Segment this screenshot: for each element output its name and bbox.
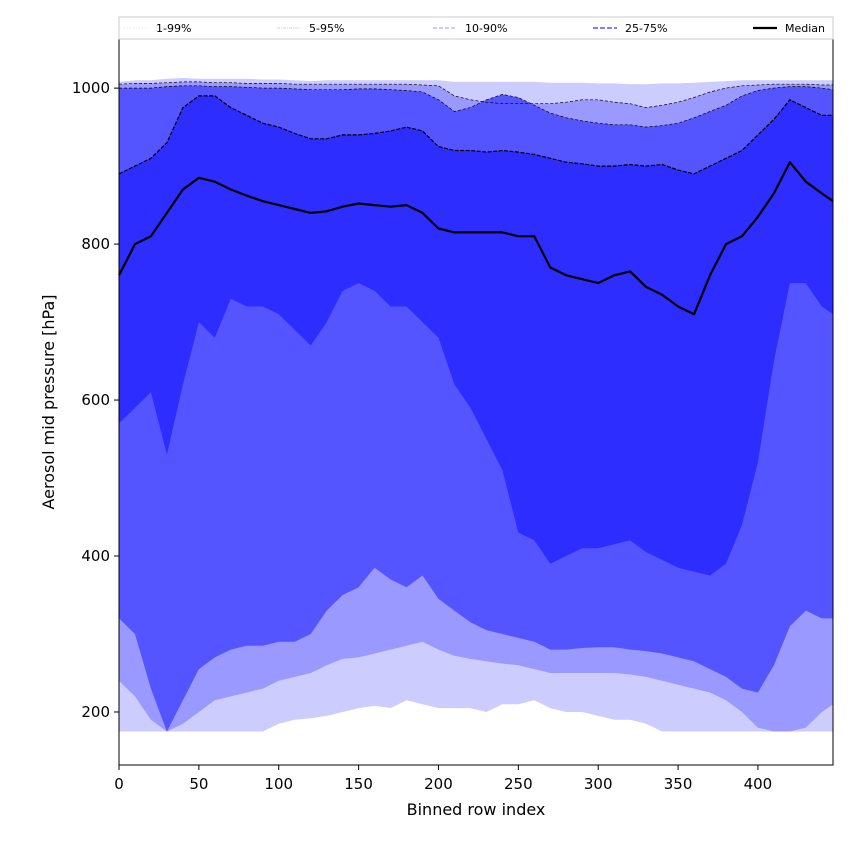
x-tick-label: 0 xyxy=(114,775,124,793)
x-axis: 0 50 100 150 200 250 300 350 400 xyxy=(114,765,772,793)
band-25-to-75-pct-upper-edge xyxy=(118,95,833,175)
x-tick-label: 150 xyxy=(344,775,373,793)
y-tick-label: 400 xyxy=(81,547,110,565)
band-25-to-75-pct xyxy=(119,95,833,576)
y-axis: 200 400 600 800 1000 xyxy=(72,79,119,721)
percentile-bands xyxy=(119,78,833,732)
median-layer xyxy=(118,161,834,316)
legend-label: Median xyxy=(785,22,825,35)
legend-box xyxy=(118,16,834,40)
y-tick-label: 1000 xyxy=(72,79,110,97)
x-tick-label: 250 xyxy=(504,775,533,793)
y-axis-label: Aerosol mid pressure [hPa] xyxy=(39,294,58,509)
band-10-to-90-pct-upper-edge xyxy=(119,85,834,128)
x-tick-label: 300 xyxy=(584,775,613,793)
x-tick-label: 50 xyxy=(189,775,208,793)
y-tick-label: 200 xyxy=(81,703,110,721)
band-edge-lines xyxy=(118,81,834,175)
x-tick-label: 400 xyxy=(744,775,773,793)
x-axis-label: Binned row index xyxy=(407,800,546,819)
x-tick-label: 100 xyxy=(264,775,293,793)
y-tick-label: 600 xyxy=(81,391,110,409)
legend-label: 5-95% xyxy=(309,22,344,35)
legend: 1-99% 5-95% 10-90% 25-75% Median xyxy=(118,16,834,40)
y-tick-label: 800 xyxy=(81,235,110,253)
legend-label: 10-90% xyxy=(465,22,507,35)
legend-label: 1-99% xyxy=(156,22,191,35)
x-tick-label: 350 xyxy=(664,775,693,793)
median-line xyxy=(118,161,834,316)
band-5-to-95-pct-upper-edge xyxy=(118,81,833,108)
x-tick-label: 200 xyxy=(424,775,453,793)
legend-label: 25-75% xyxy=(625,22,667,35)
